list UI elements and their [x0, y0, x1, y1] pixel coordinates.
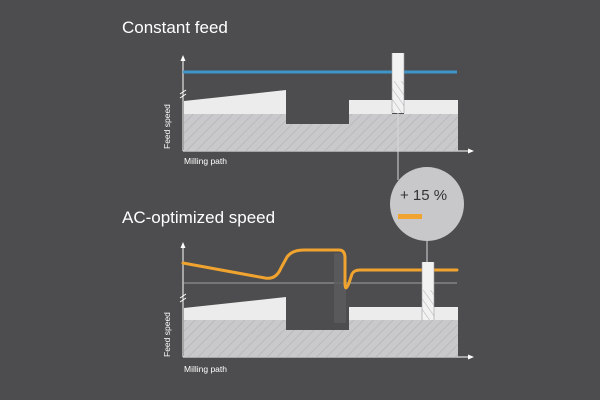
top-workpiece-wedge	[184, 90, 286, 114]
top-axis-break-mark	[179, 89, 187, 99]
ac-optimized-feed-line	[181, 248, 459, 290]
top-workpiece-step-right	[404, 100, 458, 114]
top-workpiece-body	[184, 114, 458, 151]
ac-optimized-title: AC-optimized speed	[122, 208, 275, 227]
speed-gain-swatch	[398, 214, 422, 219]
ac-optimized-panel: AC-optimized speed Feed speed Milling pa…	[122, 208, 474, 374]
bottom-workpiece-step	[349, 307, 422, 320]
speed-gain-label: + 15 %	[400, 187, 447, 204]
bottom-y-axis-label: Feed speed	[162, 312, 172, 357]
speed-gain-callout: + 15 %	[390, 167, 464, 241]
bottom-axis-break-mark	[179, 293, 187, 303]
bottom-workpiece-wedge	[184, 297, 286, 320]
bottom-x-axis-label: Milling path	[184, 364, 227, 374]
bottom-x-arrowhead	[468, 354, 474, 360]
bottom-milling-tool	[421, 262, 435, 320]
top-x-axis-label: Milling path	[184, 156, 227, 166]
top-y-axis-label: Feed speed	[162, 104, 172, 149]
top-milling-tool	[391, 53, 405, 113]
top-workpiece-step	[349, 100, 392, 114]
bottom-y-arrowhead	[180, 242, 186, 248]
bottom-workpiece-step-right	[434, 307, 458, 320]
top-x-arrowhead	[468, 148, 474, 154]
bottom-tool-shadow	[334, 253, 346, 323]
constant-feed-title: Constant feed	[122, 18, 228, 37]
constant-feed-panel: Constant feed Feed speed Milling path	[122, 18, 474, 166]
top-y-arrowhead	[180, 55, 186, 61]
bottom-workpiece-body	[184, 320, 458, 357]
